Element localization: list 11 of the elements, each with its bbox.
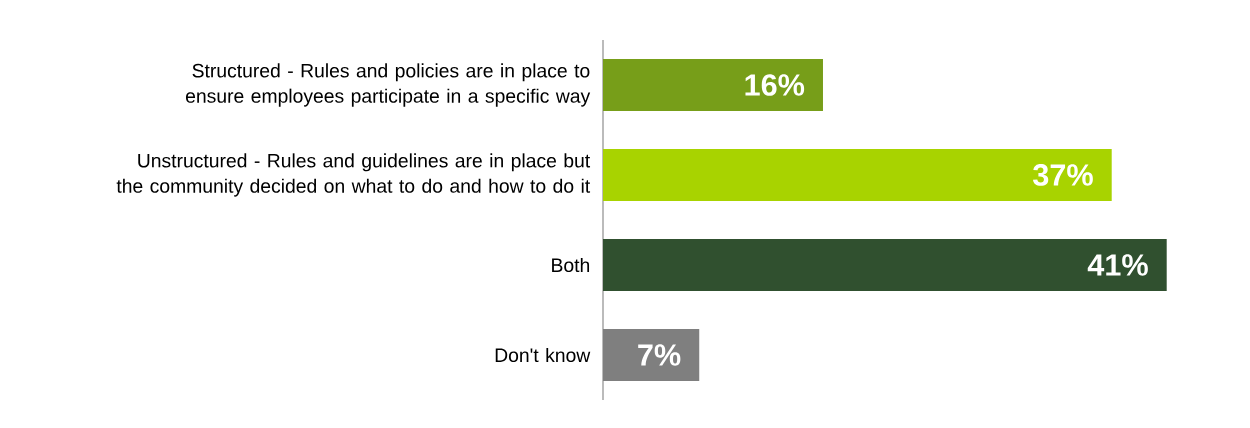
data-label: 41% [1087, 254, 1148, 276]
bar [603, 58, 823, 112]
bar [603, 148, 1112, 202]
data-label: 16% [745, 74, 805, 96]
y-tick-label: Unstructured - Rules and guidelines are in place but the community decided on what to do and how to do it [116, 153, 591, 197]
y-tick-label: Both [552, 257, 590, 273]
y-tick-label: Structured - Rules and policies are in place to ensure employees participate in a specific way [185, 63, 591, 107]
data-label: 7% [638, 344, 681, 366]
y-tick-label: Don't know [495, 347, 591, 363]
data-label: 37% [1033, 164, 1093, 186]
bar [603, 238, 1167, 292]
